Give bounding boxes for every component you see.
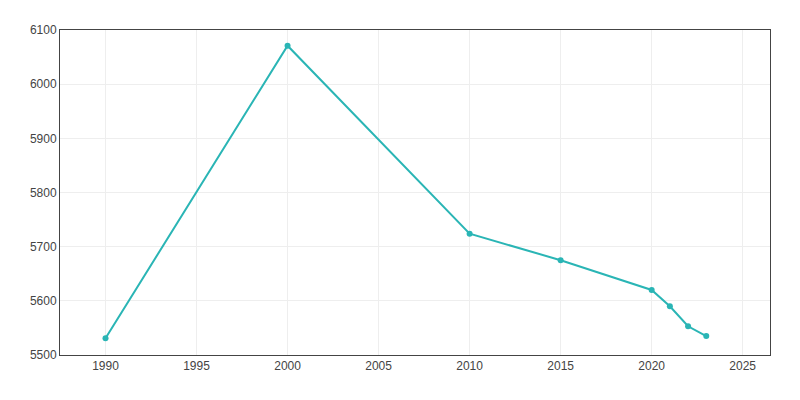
svg-text:1995: 1995 xyxy=(183,359,210,373)
svg-text:5700: 5700 xyxy=(30,240,57,254)
svg-text:6000: 6000 xyxy=(30,77,57,91)
svg-text:5800: 5800 xyxy=(30,186,57,200)
svg-text:5600: 5600 xyxy=(30,294,57,308)
svg-text:2015: 2015 xyxy=(547,359,574,373)
svg-text:2010: 2010 xyxy=(456,359,483,373)
svg-text:2025: 2025 xyxy=(729,359,756,373)
svg-text:2020: 2020 xyxy=(638,359,665,373)
svg-text:2005: 2005 xyxy=(365,359,392,373)
svg-text:2000: 2000 xyxy=(274,359,301,373)
svg-text:1990: 1990 xyxy=(92,359,119,373)
svg-text:5900: 5900 xyxy=(30,132,57,146)
svg-text:5500: 5500 xyxy=(30,348,57,362)
svg-text:6100: 6100 xyxy=(30,23,57,37)
